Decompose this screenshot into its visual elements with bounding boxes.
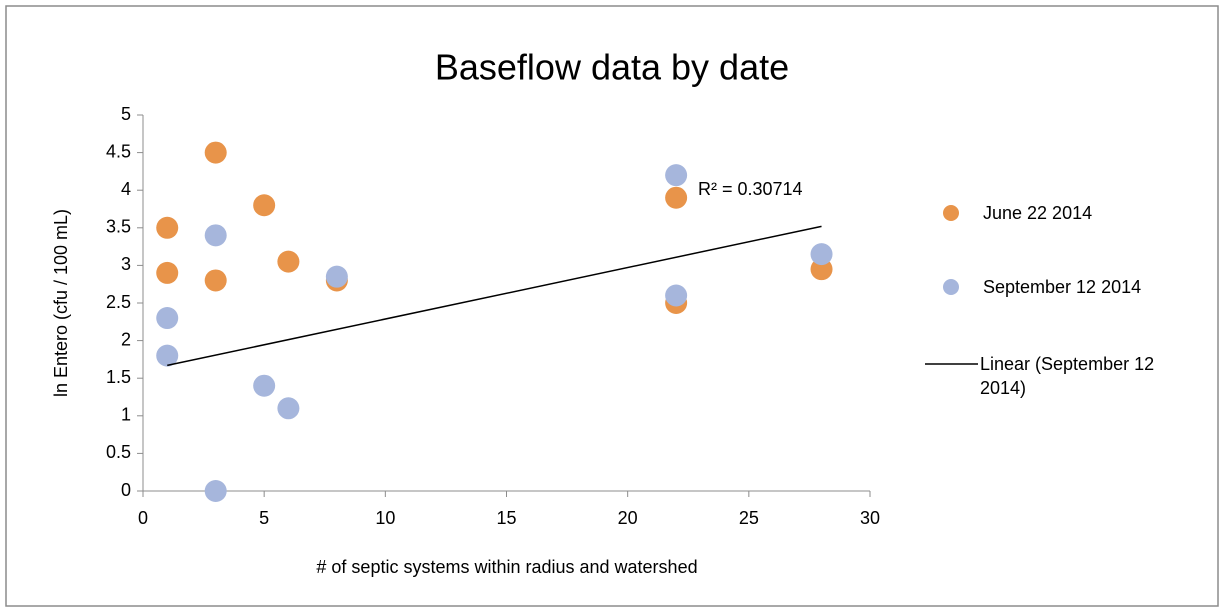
y-tick-label: 0.5 xyxy=(106,442,131,462)
point xyxy=(665,284,688,307)
point xyxy=(204,480,227,502)
y-tick-label: 4.5 xyxy=(106,141,131,161)
x-tick-label: 0 xyxy=(138,508,148,528)
y-tick-label: 0 xyxy=(121,480,131,500)
y-tick-label: 5 xyxy=(121,104,131,124)
x-tick-label: 10 xyxy=(375,508,395,528)
r-squared-label: R² = 0.30714 xyxy=(698,179,803,199)
legend-marker xyxy=(943,205,959,221)
y-tick-label: 1.5 xyxy=(106,367,131,387)
point xyxy=(277,397,300,420)
x-tick-label: 30 xyxy=(860,508,880,528)
point xyxy=(156,344,179,367)
point xyxy=(204,141,227,164)
y-tick-label: 4 xyxy=(121,179,131,199)
point xyxy=(665,164,688,187)
x-axis-label: # of septic systems within radius and wa… xyxy=(316,557,697,577)
y-tick-label: 3.5 xyxy=(106,217,131,237)
x-tick-label: 5 xyxy=(259,508,269,528)
point xyxy=(156,216,179,239)
point xyxy=(810,243,833,266)
point xyxy=(325,265,348,288)
y-tick-label: 1 xyxy=(121,405,131,425)
trend-line xyxy=(167,225,822,367)
point xyxy=(665,186,688,209)
x-tick-label: 20 xyxy=(618,508,638,528)
y-axis-label: ln Entero (cfu / 100 mL) xyxy=(51,209,71,397)
legend-label: June 22 2014 xyxy=(983,203,1093,223)
point xyxy=(253,194,276,217)
chart-title: Baseflow data by date xyxy=(435,47,789,88)
y-tick-label: 3 xyxy=(121,254,131,274)
point xyxy=(253,374,276,397)
x-tick-label: 25 xyxy=(739,508,759,528)
point xyxy=(810,258,833,281)
point xyxy=(277,250,300,273)
point xyxy=(204,269,227,292)
point xyxy=(204,224,227,247)
x-tick-label: 15 xyxy=(496,508,516,528)
point xyxy=(156,261,179,284)
legend-marker xyxy=(943,279,959,295)
point xyxy=(156,307,179,330)
legend-label: Linear (September 12 2014) xyxy=(980,354,1155,398)
y-tick-label: 2 xyxy=(121,329,131,349)
legend-label: September 12 2014 xyxy=(983,277,1142,297)
chart-border xyxy=(5,5,1219,607)
y-tick-label: 2.5 xyxy=(106,292,131,312)
